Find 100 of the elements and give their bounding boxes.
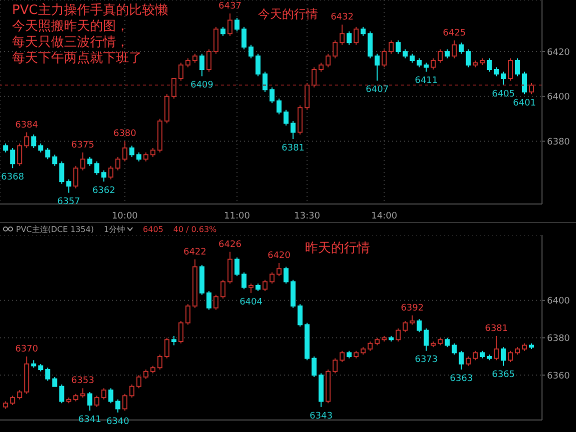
candlestick [402,320,408,333]
candlestick [206,290,212,310]
candlestick [270,86,275,104]
candlestick [59,160,64,184]
annotation: 6422 [183,247,206,258]
candlestick [276,262,282,277]
annotation: 6368 [1,172,24,183]
candlestick [270,272,275,284]
candlestick [94,160,100,176]
annotation: 6437 [218,1,242,12]
candlestick [284,266,289,284]
candlestick [276,98,282,115]
annotation: 6340 [106,416,130,427]
candlestick [438,48,443,64]
y-tick-label: 6400 [547,92,570,103]
candlestick [115,156,120,171]
candlestick [340,24,345,46]
x-tick-label: 13:30 [294,211,320,222]
candlestick [424,328,429,352]
annotation: 6401 [513,98,536,109]
candlestick [500,346,506,366]
annotation: 6370 [15,344,38,354]
candlestick [354,26,359,46]
candlestick [290,120,296,140]
candlestick [10,147,16,169]
annotation: 6375 [71,140,94,150]
candlestick [472,350,478,361]
annotation: 6407 [366,85,389,96]
candlestick [388,40,394,54]
annotation: 6420 [268,251,291,262]
y-tick-label: 6420 [547,48,570,58]
candlestick [332,358,338,374]
annotation: 6357 [57,197,80,208]
annotation: 6392 [400,303,424,314]
annotation: 6432 [330,12,354,23]
candlestick [157,354,162,370]
candlestick [213,294,218,310]
annotation: 6341 [78,415,102,426]
candlestick [396,40,401,54]
y-tick-label: 6360 [547,371,570,382]
candlestick [508,350,513,363]
candlestick [17,142,22,166]
candlestick [171,335,176,346]
candlestick [500,71,506,86]
candlestick [248,44,254,59]
candlestick [458,350,464,370]
candlestick [444,337,450,348]
text: 昨天的行情 [305,240,370,257]
candlestick [24,132,30,148]
y-tick-label: 6380 [547,334,570,344]
candlestick [304,82,310,110]
candlestick [213,26,218,54]
candlestick [143,369,148,380]
x-tick-label: 14:00 [371,211,398,222]
candlestick [452,40,457,59]
candlestick [340,350,345,363]
candlestick [178,62,184,82]
candlestick [374,53,380,82]
text: 40 / 0.63% [173,224,217,234]
candlestick [248,283,254,294]
candlestick [66,178,72,194]
annotation: 6381 [282,143,305,154]
candlestick [234,256,240,277]
candlestick [122,140,128,162]
candlestick [242,272,246,290]
candlestick [108,165,114,180]
annotation: 6425 [442,28,466,38]
candlestick [312,356,317,378]
candlestick [368,30,373,59]
candlestick [396,328,401,342]
text: PVC主连(DCE 1354) [16,224,94,234]
candlestick [234,17,240,32]
x-tick-label: 10:00 [112,211,138,222]
annotation: 6373 [414,355,438,366]
candlestick [494,335,499,361]
candlestick [298,304,303,328]
candlestick [256,53,261,77]
candlestick [466,356,471,366]
candlestick [185,304,190,326]
candlestick [45,367,50,382]
candlestick [227,12,232,36]
annotation: 6363 [450,374,473,384]
candlestick [52,154,58,166]
text: 今天的行情 [258,6,318,23]
annotation: 6381 [484,324,508,334]
annotation: 6409 [190,80,214,91]
candlestick [326,53,331,68]
annotation: 今天照搬昨天的图， [12,19,130,35]
candlestick [220,279,226,300]
candlestick [227,251,232,284]
candlestick [108,388,114,404]
annotation: 6380 [113,129,137,140]
annotation: 6343 [310,411,333,422]
candlestick [312,66,317,88]
candlestick [332,40,338,59]
candlestick [73,165,78,189]
candlestick [199,53,204,77]
candlestick [410,314,415,326]
candlestick [94,395,100,408]
candlestick [346,30,352,46]
